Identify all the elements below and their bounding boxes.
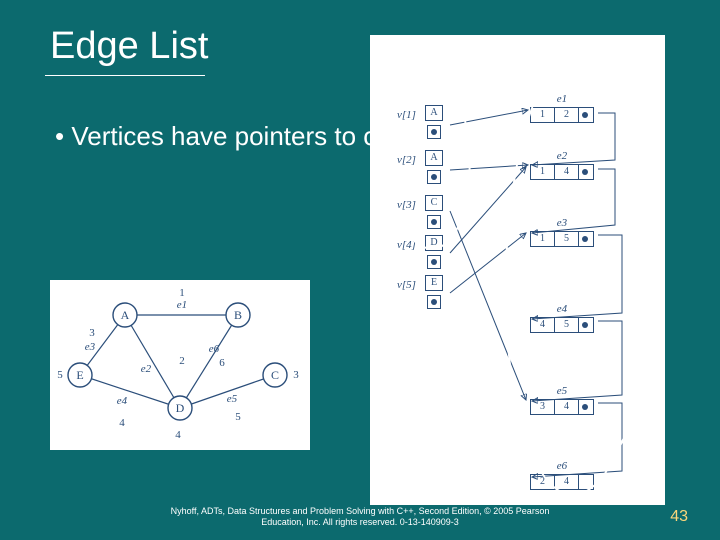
slide-number: 43 <box>670 508 688 526</box>
svg-text:e3: e3 <box>85 341 96 353</box>
svg-text:D: D <box>176 401 185 415</box>
title-underline <box>45 75 205 76</box>
svg-text:B: B <box>234 308 242 322</box>
svg-text:1: 1 <box>179 287 185 299</box>
svg-text:e1: e1 <box>177 299 187 311</box>
svg-text:e6: e6 <box>209 343 220 355</box>
svg-text:6: 6 <box>219 357 225 369</box>
graph-svg: e1 e2 e3 e4 e5 e6 A B C D E 1 2 3 4 5 6 5 4 3 <box>50 280 310 450</box>
slide-root: Edge List Vertices have pointers to one … <box>0 0 720 540</box>
svg-text:C: C <box>271 368 279 382</box>
footer-line2: Education, Inc. All rights reserved. 0-1… <box>261 517 459 527</box>
svg-text:4: 4 <box>175 429 181 441</box>
svg-text:e2: e2 <box>141 363 152 375</box>
svg-text:E: E <box>76 368 83 382</box>
svg-text:4: 4 <box>119 417 125 429</box>
svg-text:5: 5 <box>235 411 241 423</box>
svg-text:3: 3 <box>293 369 299 381</box>
footer-line1: Nyhoff, ADTs, Data Structures and Proble… <box>171 506 550 516</box>
svg-text:e4: e4 <box>117 395 128 407</box>
svg-text:2: 2 <box>179 355 185 367</box>
vertex-row: v[5]E <box>425 275 443 308</box>
svg-text:3: 3 <box>89 327 95 339</box>
svg-text:5: 5 <box>57 369 63 381</box>
footer-citation: Nyhoff, ADTs, Data Structures and Proble… <box>0 506 720 528</box>
svg-text:e5: e5 <box>227 393 238 405</box>
svg-text:A: A <box>121 308 130 322</box>
slide-title: Edge List <box>50 25 208 68</box>
graph-panel: e1 e2 e3 e4 e5 e6 A B C D E 1 2 3 4 5 6 5 4 3 <box>50 280 310 450</box>
